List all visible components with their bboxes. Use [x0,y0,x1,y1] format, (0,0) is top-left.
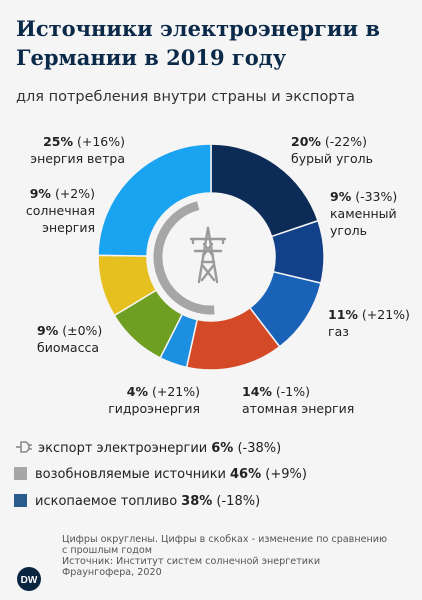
label-nuclear: 14% (-1%) атомная энергия [242,384,355,416]
chart-title: Источники электроэнергии в Германии в 20… [16,16,380,70]
slice-wind [97,143,212,257]
legend-fossil: ископаемое топливо 38% (-18%) [14,494,260,509]
chart-subtitle: для потребления внутри страны и экспорта [16,89,355,105]
label-wind: 25% (+16%) энергия ветра [30,134,125,166]
legend-renewables: возобновляемые источники 46% (+9%) [14,467,307,482]
label-lignite: 20% (-22%) бурый уголь [291,134,373,166]
power-pylon-icon [189,226,227,284]
svg-text:DW: DW [21,575,38,586]
legend-swatch-renewables [14,467,27,480]
label-hydro: 4% (+21%) гидроэнергия [108,384,200,416]
export-arc [153,201,215,315]
legend-export: экспорт электроэнергии 6% (-38%) [14,440,281,456]
label-solar: 9% (+2%) солнечная энергия [25,186,95,235]
donut-chart [97,143,325,371]
label-gas: 11% (+21%) газ [328,307,410,339]
legend-swatch-fossil [14,494,27,507]
plug-icon [16,441,32,453]
dw-logo: DW [17,567,41,591]
label-hard-coal: 9% (-33%) каменный уголь [330,189,398,238]
footnote: Цифры округлены. Цифры в скобках - измен… [62,534,388,578]
label-biomass: 9% (±0%) биомасса [37,323,103,355]
donut-slices [97,143,325,371]
